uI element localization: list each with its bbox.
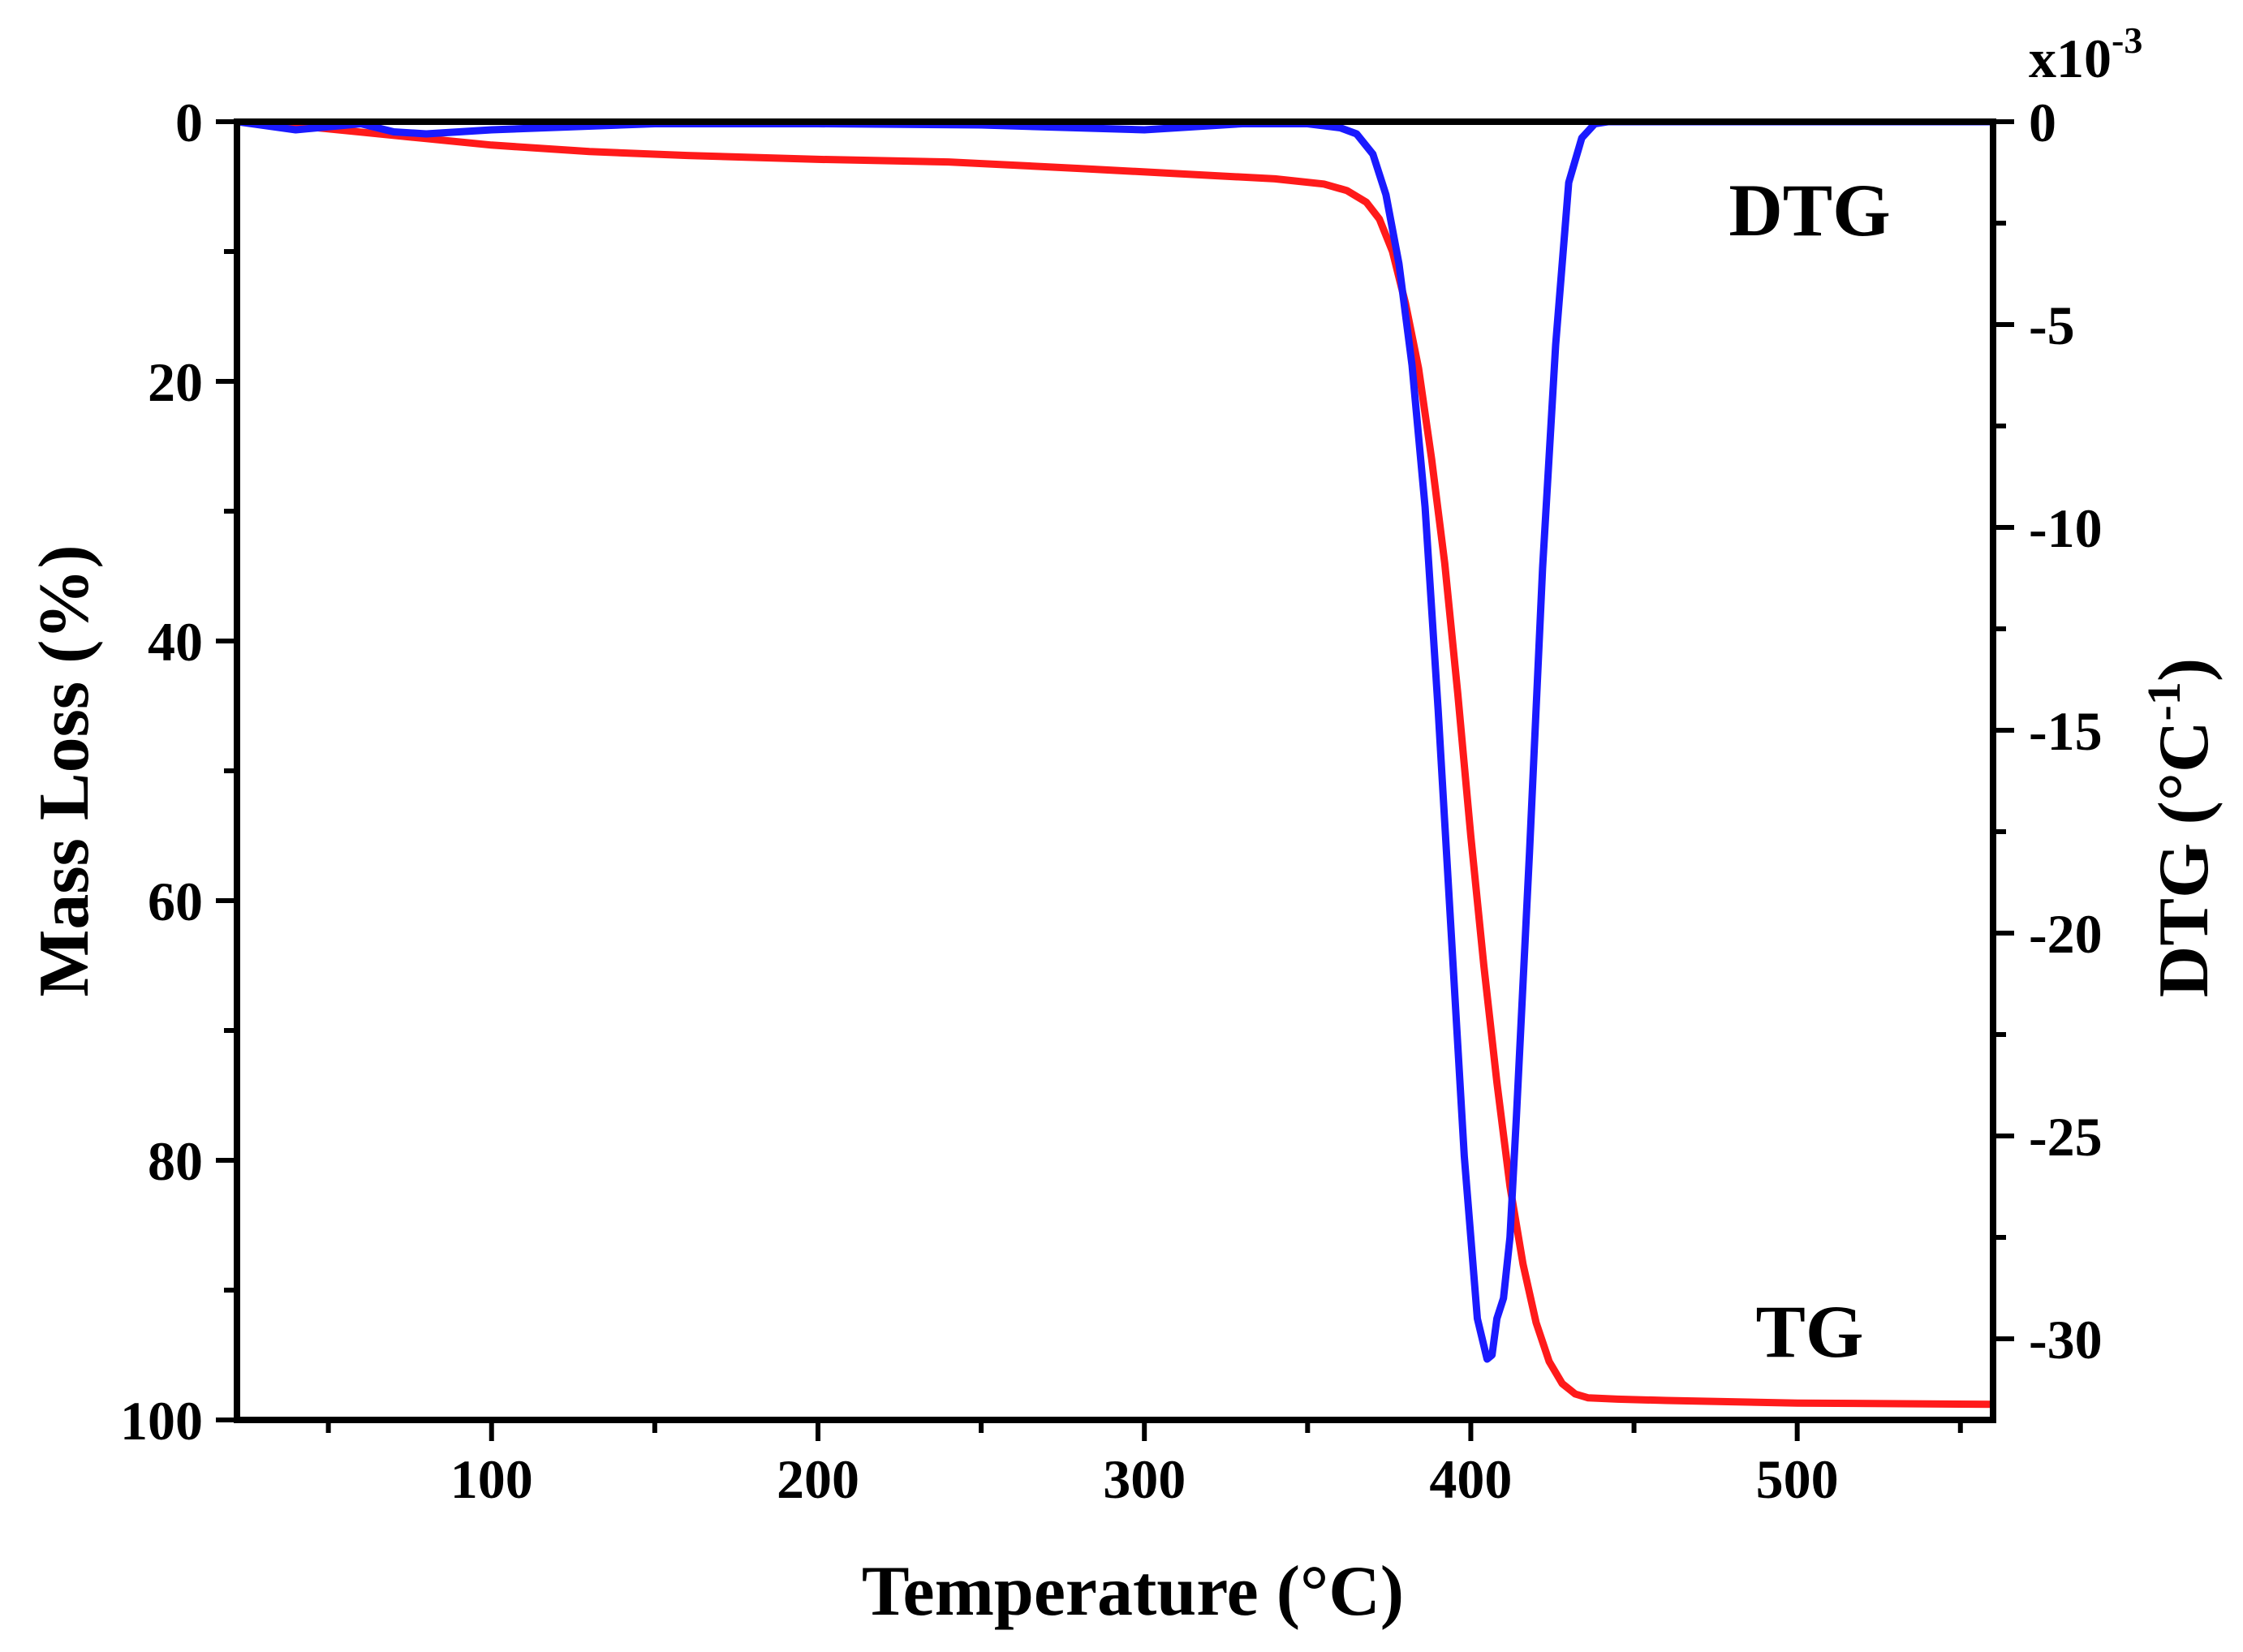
dtg-multiplier-base: x10 (2029, 28, 2112, 89)
y-right-tick-label: -10 (2029, 497, 2103, 559)
x-tick-label: 100 (450, 1448, 533, 1510)
y-right-tick-label: -25 (2029, 1106, 2103, 1168)
y-left-tick-label: 20 (148, 351, 203, 413)
dtg-series-line (237, 122, 1993, 1363)
tg-series-label: TG (1756, 1290, 1864, 1373)
dtg-multiplier: x10-3 (2029, 19, 2142, 89)
y-left-tick-label: 80 (148, 1130, 203, 1192)
x-axis-title: Temperature (°C) (862, 1552, 1404, 1631)
y-right-tick-label: 0 (2029, 92, 2056, 153)
tick-labels: 100 200 300 400 500 0 20 40 60 80 100 0 -5 -10 -15 -20 -… (120, 92, 2103, 1510)
y-left-tick-label: 40 (148, 611, 203, 673)
x-tick-label: 300 (1103, 1448, 1186, 1510)
dtg-multiplier-exp: -3 (2112, 19, 2142, 61)
y-right-title-sup: -1 (2138, 682, 2190, 721)
x-tick-label: 200 (777, 1448, 859, 1510)
y-left-axis-title: Mass Loss (%) (25, 544, 104, 996)
y-right-tick-label: -15 (2029, 700, 2103, 762)
x-tick-label: 500 (1756, 1448, 1839, 1510)
series-layer (237, 122, 1993, 1409)
tg-series-line (237, 122, 1993, 1409)
axis-ticks (216, 119, 2014, 1441)
y-right-tick-label: -20 (2029, 903, 2103, 965)
y-right-title-main: DTG (°C (2145, 721, 2224, 997)
y-left-tick-label: 60 (148, 871, 203, 932)
y-right-title-close: ) (2145, 658, 2224, 682)
dtg-series-label: DTG (1729, 169, 1890, 252)
y-right-axis-title: DTG (°C-1) (2138, 658, 2224, 997)
x-tick-label: 400 (1429, 1448, 1512, 1510)
y-right-tick-label: -30 (2029, 1309, 2103, 1370)
y-left-tick-label: 100 (120, 1390, 203, 1452)
plot-frame (234, 118, 1996, 1423)
y-left-tick-label: 0 (175, 92, 203, 153)
y-right-tick-label: -5 (2029, 295, 2075, 356)
